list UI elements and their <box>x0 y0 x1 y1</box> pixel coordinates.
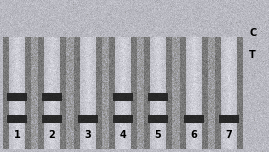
Text: 4: 4 <box>120 130 126 140</box>
Text: 1: 1 <box>14 130 20 140</box>
Text: C: C <box>249 28 256 38</box>
Text: T: T <box>249 50 256 60</box>
Text: 5: 5 <box>155 130 161 140</box>
Text: 2: 2 <box>49 130 55 140</box>
Text: 7: 7 <box>226 130 232 140</box>
Text: 6: 6 <box>191 130 197 140</box>
Text: 3: 3 <box>85 130 91 140</box>
